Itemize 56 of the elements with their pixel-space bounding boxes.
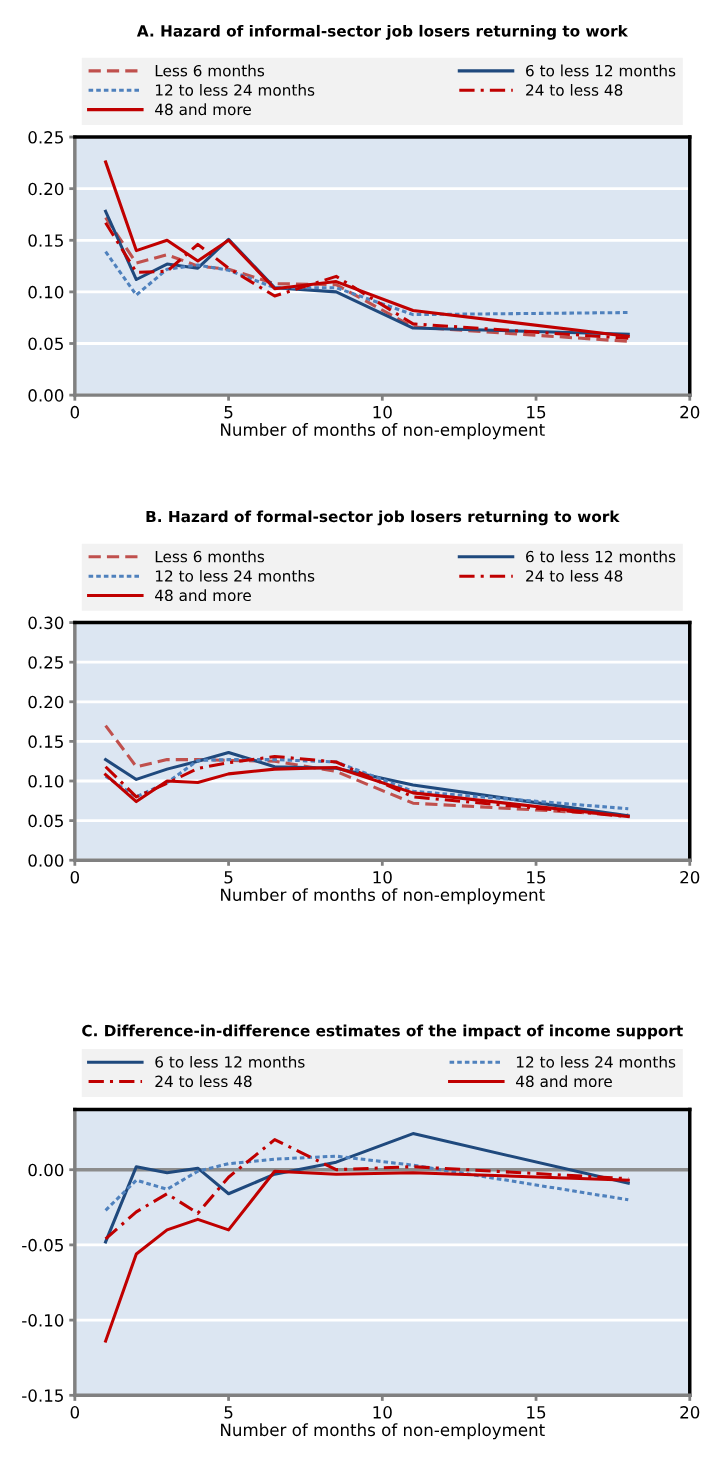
legend-label: 24 to less 48 [526, 569, 623, 582]
legend-label: 48 and more [155, 589, 251, 602]
x-tick-label: 20 [680, 870, 700, 884]
legend-label: 12 to less 24 months [155, 569, 315, 582]
x-tick-label: 15 [527, 871, 546, 884]
y-tick-label: 0.25 [28, 656, 63, 669]
y-tick-label: 0.00 [28, 389, 64, 402]
x-tick-label: 5 [224, 871, 233, 884]
y-tick-label: 0.05 [28, 337, 63, 351]
y-tick-label: 0.00 [28, 1163, 64, 1177]
y-tick-label: 0.15 [28, 234, 63, 247]
chart-title: C. Difference-in-difference estimates of the impact of income support [82, 1024, 683, 1040]
y-tick-label: 0.20 [28, 695, 64, 709]
y-tick-label: 0.00 [28, 854, 64, 867]
legend-label: 48 and more [155, 103, 251, 116]
x-tick-label: 5 [224, 1406, 233, 1419]
chart-title: B. Hazard of formal-sector job losers returning to work [146, 510, 620, 526]
y-tick-label: 0.10 [28, 774, 64, 788]
x-tick-label: 10 [373, 405, 392, 419]
x-tick-label: 15 [527, 1406, 546, 1419]
legend-label: 6 to less 12 months [526, 64, 676, 77]
x-tick-label: 5 [224, 406, 233, 419]
y-tick-label: -0.10 [22, 1314, 64, 1327]
x-tick-label: 15 [527, 406, 546, 419]
x-tick-label: 0 [70, 870, 80, 884]
y-tick-label: -0.15 [22, 1389, 63, 1402]
x-tick-label: 10 [373, 1406, 392, 1419]
line-series [104, 1154, 630, 1212]
y-tick-label: -0.05 [22, 1238, 63, 1252]
y-tick-label: 0.20 [28, 182, 64, 196]
legend-label: 24 to less 48 [155, 1075, 252, 1088]
x-tick-label: 20 [680, 405, 700, 419]
x-axis-title: Number of months of non-employment [221, 423, 545, 440]
x-tick-label: 0 [70, 405, 80, 419]
chart-title: A. Hazard of informal-sector job losers returning to work [136, 24, 629, 40]
legend-label: 12 to less 24 months [155, 83, 315, 96]
x-tick-label: 10 [373, 870, 392, 884]
y-tick-label: 0.10 [28, 285, 64, 299]
y-tick-label: 0.05 [28, 814, 63, 828]
line-series [104, 724, 630, 817]
x-tick-label: 0 [70, 1406, 80, 1419]
y-tick-label: 0.25 [28, 131, 63, 144]
line-series [104, 758, 630, 811]
y-tick-label: 0.30 [28, 616, 64, 630]
line-series [104, 250, 630, 317]
legend-label: 6 to less 12 months [155, 1055, 305, 1068]
x-tick-label: 20 [680, 1406, 700, 1419]
legend-label: Less 6 months [155, 550, 265, 563]
legend-label: 24 to less 48 [526, 83, 623, 96]
legend-label: 12 to less 24 months [516, 1055, 676, 1068]
legend-label: 48 and more [516, 1075, 612, 1088]
legend-label: 6 to less 12 months [526, 550, 676, 563]
legend-label: Less 6 months [155, 64, 265, 77]
x-axis-title: Number of months of non-employment [221, 888, 545, 905]
y-tick-label: 0.15 [28, 735, 63, 748]
x-axis-title: Number of months of non-employment [221, 1423, 545, 1440]
